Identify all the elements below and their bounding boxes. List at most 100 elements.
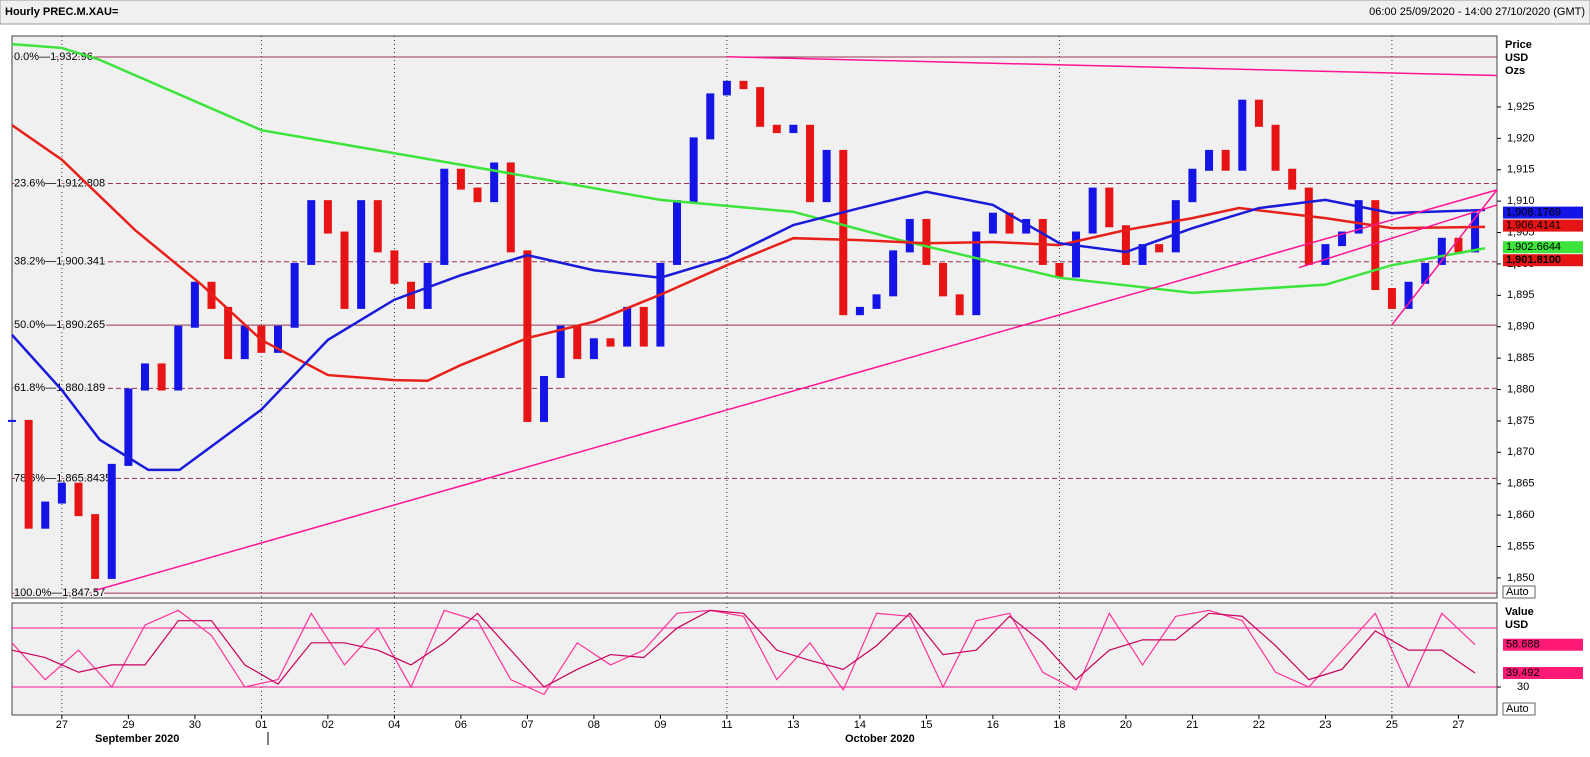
candle — [573, 325, 582, 360]
scale-mode-box — [1502, 585, 1536, 599]
y-tick-label: 1,885 — [1507, 352, 1535, 364]
candle — [673, 200, 682, 265]
fib-label: 78.6%—1,865.8435 — [14, 472, 111, 484]
candle — [806, 124, 815, 203]
candle — [1338, 231, 1347, 247]
axis-label: USD — [1505, 619, 1528, 631]
x-tick-label: 08 — [588, 719, 600, 731]
candle — [523, 250, 532, 422]
candle — [988, 212, 997, 234]
candle — [274, 325, 283, 353]
x-tick-label: 01 — [255, 719, 267, 731]
candle — [889, 250, 898, 297]
candle — [107, 463, 116, 579]
candle — [689, 137, 698, 203]
x-tick-label: 22 — [1253, 719, 1265, 731]
axis-label: USD — [1505, 52, 1528, 64]
candle — [8, 419, 16, 422]
y-tick-label: 1,865 — [1507, 478, 1535, 490]
header-title: Hourly PREC.M.XAU= — [5, 6, 118, 18]
indicator-line — [11, 609, 1476, 688]
candle — [1271, 124, 1280, 171]
y-tick-label: 1,915 — [1507, 164, 1535, 176]
y-tick-label: 1,850 — [1507, 572, 1535, 584]
x-tick-label: 29 — [122, 719, 134, 731]
candle — [855, 306, 864, 316]
candle — [1138, 244, 1147, 265]
x-tick-label: 21 — [1186, 719, 1198, 731]
y-tick-label: 30 — [1517, 681, 1529, 693]
candle — [290, 262, 299, 328]
candle — [1437, 237, 1446, 265]
x-tick-label: 15 — [920, 719, 932, 731]
y-tick-label: 1,855 — [1507, 540, 1535, 552]
y-tick-label: 1,890 — [1507, 321, 1535, 333]
scale-mode: Auto — [1506, 703, 1529, 715]
candle — [1354, 200, 1363, 234]
candle — [506, 162, 515, 253]
candle — [490, 162, 499, 203]
candle — [1072, 231, 1081, 278]
candle — [1371, 200, 1380, 291]
candle — [141, 363, 150, 391]
candle — [357, 200, 366, 309]
candle — [224, 306, 233, 360]
fib-label: 38.2%—1,900.341 — [14, 256, 105, 268]
candle — [1304, 187, 1313, 265]
candle — [74, 482, 83, 517]
candle — [1404, 281, 1413, 309]
candle — [905, 218, 914, 253]
candle — [1387, 288, 1396, 309]
candle — [24, 419, 33, 529]
candle — [639, 306, 648, 347]
candle — [722, 80, 731, 96]
candle — [91, 514, 100, 579]
trendline — [94, 189, 1498, 592]
trendline — [726, 55, 1498, 77]
candle — [972, 231, 981, 316]
x-tick-label: 27 — [56, 719, 68, 731]
candle — [1088, 187, 1097, 234]
x-tick-label: 23 — [1319, 719, 1331, 731]
candle — [473, 187, 482, 203]
candle — [1421, 262, 1430, 284]
candle — [1471, 212, 1480, 253]
candle — [340, 231, 349, 309]
indicator-line — [11, 190, 1486, 472]
x-tick-label: 06 — [455, 719, 467, 731]
x-tick-label: 04 — [388, 719, 400, 731]
candle — [440, 168, 449, 265]
fib-label: 100.0%—1,847.57 — [14, 587, 105, 599]
candle — [1238, 99, 1247, 171]
candle — [739, 80, 748, 90]
candle — [1038, 218, 1047, 265]
candle — [124, 388, 133, 466]
candle — [240, 325, 249, 360]
last-value-box — [1503, 219, 1583, 232]
scale-mode: Auto — [1506, 586, 1529, 598]
y-tick-label: 1,875 — [1507, 415, 1535, 427]
indicator-line — [11, 609, 1476, 696]
axis-label: Ozs — [1505, 65, 1525, 77]
candle — [1288, 168, 1297, 190]
candle — [1022, 218, 1031, 234]
last-value-label: 58.688 — [1506, 639, 1540, 651]
x-tick-label: 30 — [189, 719, 201, 731]
month-label: September 2020 — [95, 733, 179, 745]
y-tick-label: 1,920 — [1507, 132, 1535, 144]
x-tick-label: 02 — [322, 719, 334, 731]
last-value-box — [1503, 254, 1583, 267]
x-tick-label: 16 — [987, 719, 999, 731]
candle — [540, 375, 549, 422]
x-tick-label: 18 — [1053, 719, 1065, 731]
candle — [323, 200, 332, 234]
candle — [41, 501, 50, 529]
candle — [307, 200, 316, 265]
candle — [922, 218, 931, 265]
x-tick-label: 20 — [1120, 719, 1132, 731]
candle — [1005, 212, 1014, 234]
candle — [556, 325, 565, 378]
candle — [822, 149, 831, 203]
candle — [1121, 225, 1130, 265]
